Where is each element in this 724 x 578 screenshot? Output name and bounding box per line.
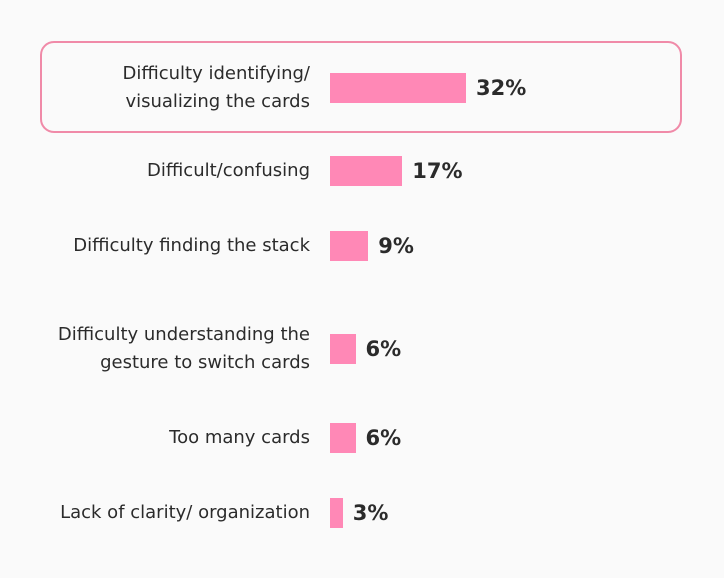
bar (330, 73, 466, 103)
category-label: Difficulty finding the stack (73, 235, 310, 256)
bar (330, 334, 356, 364)
category-label: Lack of clarity/ organization (60, 502, 310, 523)
value-label: 32% (476, 76, 527, 100)
value-label: 6% (365, 337, 402, 361)
bar (330, 423, 356, 453)
value-label: 17% (412, 159, 463, 183)
value-label: 6% (365, 426, 402, 450)
category-label: Difficulty identifying/ visualizing the … (122, 63, 310, 112)
bar (330, 156, 403, 186)
category-label: Too many cards (169, 427, 310, 448)
value-label: 3% (352, 501, 389, 525)
bar (330, 231, 369, 261)
value-label: 9% (378, 234, 414, 258)
bar (330, 498, 343, 528)
category-label: Difficult/confusing (147, 160, 310, 181)
highlight-box (40, 41, 682, 133)
category-label: Difficulty understanding the gesture to … (57, 324, 310, 373)
